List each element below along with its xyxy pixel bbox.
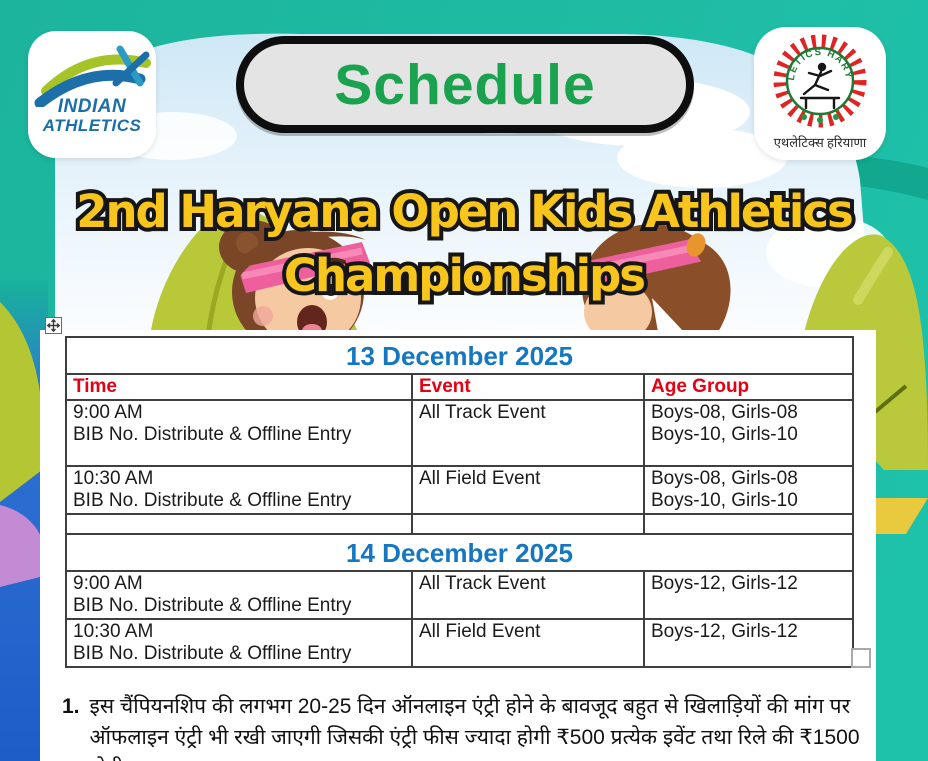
event-title: 2nd Haryana Open Kids Athletics Champion… bbox=[0, 180, 928, 308]
table-row: 9:00 AM BIB No. Distribute & Offline Ent… bbox=[65, 570, 855, 620]
table-row: 9:00 AM BIB No. Distribute & Offline Ent… bbox=[65, 399, 855, 467]
note-item-1: 1. इस चैंपियनशिप की लगभग 20-25 दिन ऑनलाइ… bbox=[62, 691, 866, 761]
schedule-button[interactable]: Schedule bbox=[236, 36, 694, 133]
athletics-haryana-logo-card: ATHLETICS HARYANA एथलेटिक्स हरियाणा bbox=[754, 27, 886, 160]
table-move-handle[interactable] bbox=[45, 317, 62, 334]
emblem-stars bbox=[801, 114, 839, 123]
purple-petal bbox=[0, 505, 45, 587]
note-text: इस चैंपियनशिप की लगभग 20-25 दिन ऑनलाइन ए… bbox=[89, 695, 860, 761]
table-row: 10:30 AM BIB No. Distribute & Offline En… bbox=[65, 618, 855, 668]
age-group-cell: Boys-12, Girls-12 bbox=[642, 570, 855, 620]
event-cell: All Track Event bbox=[411, 399, 645, 467]
hurdler-icon bbox=[799, 62, 841, 110]
column-header-age-group: Age Group bbox=[642, 373, 855, 401]
event-title-line1: 2nd Haryana Open Kids Athletics bbox=[72, 181, 858, 242]
table-row: 10:30 AM BIB No. Distribute & Offline En… bbox=[65, 465, 855, 515]
schedule-button-label: Schedule bbox=[334, 52, 596, 117]
schedule-table: 13 December 2025 Time Event Age Group 9:… bbox=[64, 336, 855, 668]
age-group-cell: Boys-08, Girls-08 Boys-10, Girls-10 bbox=[642, 399, 855, 467]
table-row: 13 December 2025 bbox=[64, 336, 855, 375]
indian-athletics-swoosh-icon bbox=[34, 45, 151, 107]
indian-athletics-wordmark-line2: ATHLETICS bbox=[42, 116, 142, 135]
table-resize-handle[interactable] bbox=[851, 648, 871, 668]
time-cell: 9:00 AM BIB No. Distribute & Offline Ent… bbox=[65, 570, 413, 620]
move-arrows-icon bbox=[47, 319, 60, 332]
date-header-14-dec: 14 December 2025 bbox=[64, 533, 855, 572]
age-group-cell: Boys-08, Girls-08 Boys-10, Girls-10 bbox=[642, 465, 855, 515]
table-row-spacer bbox=[65, 513, 855, 535]
note-number: 1. bbox=[62, 695, 80, 718]
age-group-cell: Boys-12, Girls-12 bbox=[642, 618, 855, 668]
date-header-13-dec: 13 December 2025 bbox=[64, 336, 855, 375]
left-strip-leaf bbox=[0, 302, 44, 502]
right-yellow-shape bbox=[876, 498, 928, 534]
indian-athletics-wordmark-line1: INDIAN bbox=[57, 96, 127, 117]
athletics-haryana-caption: एथलेटिक्स हरियाणा bbox=[773, 135, 867, 150]
column-header-event: Event bbox=[411, 373, 645, 401]
event-cell: All Field Event bbox=[411, 618, 645, 668]
time-cell: 9:00 AM BIB No. Distribute & Offline Ent… bbox=[65, 399, 413, 467]
event-cell: All Field Event bbox=[411, 465, 645, 515]
table-row: Time Event Age Group bbox=[65, 373, 855, 401]
time-cell: 10:30 AM BIB No. Distribute & Offline En… bbox=[65, 618, 413, 668]
event-cell: All Track Event bbox=[411, 570, 645, 620]
column-header-time: Time bbox=[65, 373, 413, 401]
table-row: 14 December 2025 bbox=[64, 533, 855, 572]
time-cell: 10:30 AM BIB No. Distribute & Offline En… bbox=[65, 465, 413, 515]
athletics-haryana-emblem-icon: ATHLETICS HARYANA bbox=[754, 27, 867, 128]
event-title-line2: Championships bbox=[280, 245, 650, 306]
indian-athletics-logo-card: INDIAN ATHLETICS bbox=[28, 31, 156, 158]
